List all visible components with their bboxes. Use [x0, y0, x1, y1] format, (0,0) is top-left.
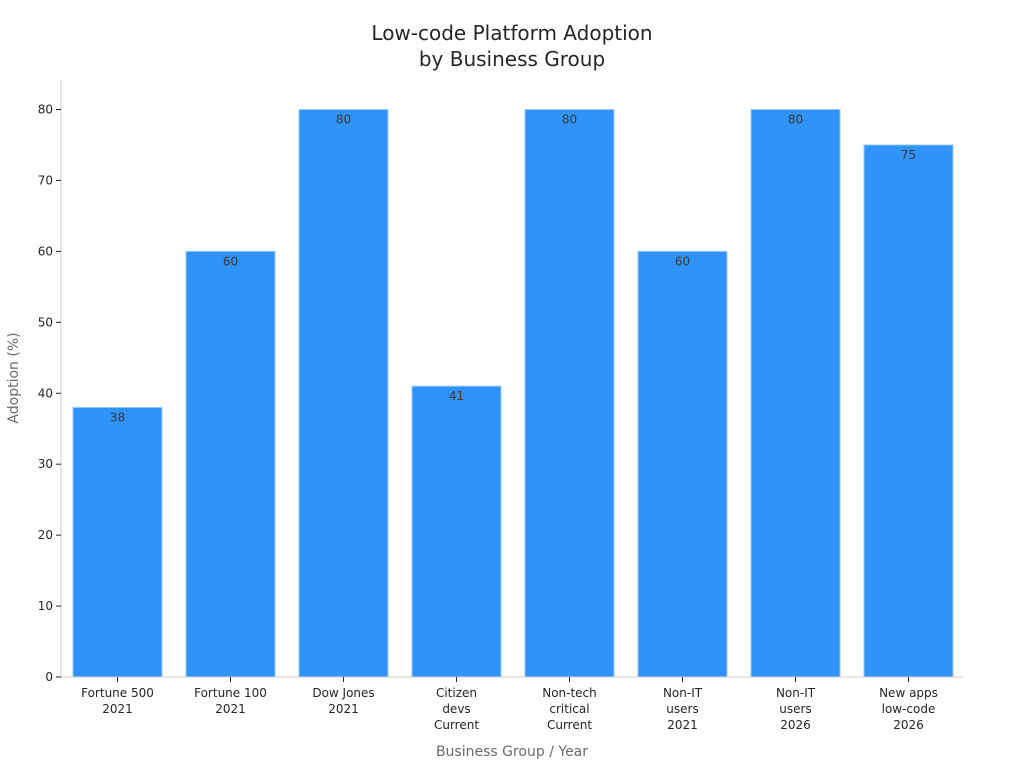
bar	[411, 385, 502, 678]
x-tick-label: New apps low-code 2026	[879, 686, 938, 732]
x-tick-label-line: 2021	[667, 718, 698, 732]
y-tick-label: 60	[38, 244, 53, 258]
bar-data-label: 80	[562, 113, 577, 127]
x-tick-label-line: Fortune 500	[81, 686, 154, 700]
y-axis-label: Adoption (%)	[6, 332, 22, 423]
x-tick-label-line: Non-IT	[776, 686, 816, 700]
x-tick-label-line: Citizen	[436, 686, 477, 700]
x-tick-label-line: Non-IT	[663, 686, 703, 700]
bar	[863, 144, 954, 678]
bar	[185, 250, 276, 678]
y-axis: 0 10 20 30 40 50 60 70 80	[38, 80, 62, 684]
x-tick-label-line: users	[666, 702, 698, 716]
y-tick-label: 40	[38, 386, 53, 400]
x-tick-label: Non-IT users 2021	[663, 686, 703, 732]
x-tick-label-line: Current	[434, 718, 479, 732]
x-tick-label-line: 2026	[780, 718, 811, 732]
x-axis-label: Business Group / Year	[436, 744, 588, 760]
bar	[637, 250, 728, 678]
bar-data-label: 80	[336, 113, 351, 127]
bar-data-label: 75	[901, 148, 916, 162]
x-tick-label-line: users	[779, 702, 811, 716]
x-tick-label-line: low-code	[882, 702, 936, 716]
bars-layer: 38 60 80 41 80 60 80 75	[72, 109, 954, 678]
x-tick-label-line: critical	[549, 702, 589, 716]
bar	[750, 109, 841, 678]
x-tick-label-line: Dow Jones	[312, 686, 374, 700]
bar-data-label: 60	[223, 254, 238, 268]
bar-data-label: 38	[110, 410, 125, 424]
x-tick-label-line: devs	[442, 702, 470, 716]
y-tick-label: 80	[38, 103, 53, 117]
x-axis: Fortune 500 2021 Fortune 100 2021 Dow Jones 2…	[61, 676, 963, 732]
x-tick-label: Fortune 100 2021	[194, 686, 267, 716]
x-tick-label: Non-tech critical Current	[542, 686, 597, 732]
x-tick-label-line: 2021	[328, 702, 359, 716]
bar	[298, 109, 389, 678]
x-tick-label-line: New apps	[879, 686, 938, 700]
x-tick-label-line: 2021	[215, 702, 246, 716]
x-tick-label: Dow Jones 2021	[312, 686, 374, 716]
y-tick-label: 20	[38, 528, 53, 542]
x-tick-label: Fortune 500 2021	[81, 686, 154, 716]
bar	[524, 109, 615, 678]
y-tick-label: 70	[38, 173, 53, 187]
bar-data-label: 41	[449, 389, 464, 403]
x-tick-label: Citizen devs Current	[434, 686, 479, 732]
bar	[72, 406, 163, 678]
bar-data-label: 80	[788, 113, 803, 127]
x-tick-label: Non-IT users 2026	[776, 686, 816, 732]
x-tick-label-line: 2021	[102, 702, 133, 716]
x-tick-label-line: 2026	[893, 718, 924, 732]
bar-data-label: 60	[675, 254, 690, 268]
y-tick-label: 50	[38, 315, 53, 329]
x-tick-label-line: Fortune 100	[194, 686, 267, 700]
y-tick-label: 10	[38, 599, 53, 613]
chart-title-line-1: Low-code Platform Adoption	[371, 21, 652, 45]
x-tick-label-line: Current	[547, 718, 592, 732]
y-tick-label: 0	[45, 670, 53, 684]
x-tick-label-line: Non-tech	[542, 686, 597, 700]
y-tick-label: 30	[38, 457, 53, 471]
chart-title-line-2: by Business Group	[419, 47, 605, 71]
